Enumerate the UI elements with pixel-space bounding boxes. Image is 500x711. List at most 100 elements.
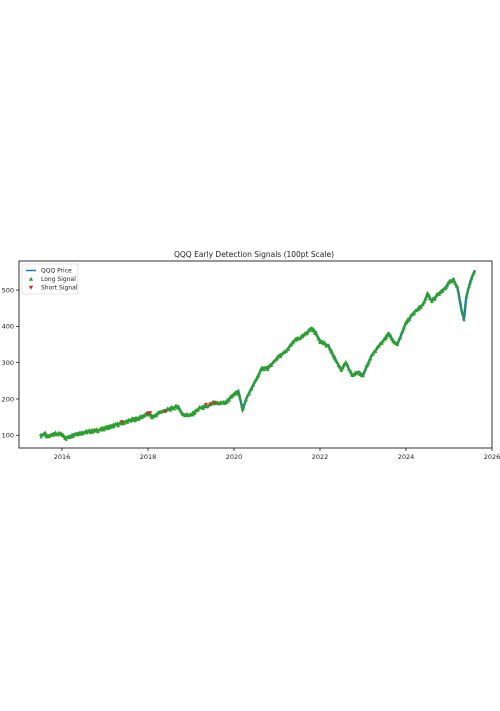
long-signal-marker: [260, 365, 264, 369]
long-signal-marker: [357, 370, 361, 374]
long-signal-marker: [298, 337, 303, 340]
y-tick-label: 400: [2, 323, 14, 331]
long-signal-marker: [464, 302, 468, 306]
long-signal-marker: [315, 335, 320, 339]
long-signal-marker: [390, 338, 394, 342]
long-signal-marker: [401, 330, 405, 334]
long-signal-marker: [363, 368, 367, 372]
long-signal-marker: [463, 311, 467, 315]
long-signal-marker: [417, 307, 421, 311]
long-signal-marker: [465, 295, 469, 299]
long-signal-marker: [133, 418, 138, 422]
long-signal-marker: [444, 285, 449, 289]
long-signal-marker: [327, 343, 331, 347]
long-signal-marker: [241, 408, 245, 412]
long-signal-marker: [452, 279, 456, 283]
long-signal-marker: [402, 326, 406, 330]
long-signal-marker: [137, 417, 142, 421]
long-signal-marker: [116, 424, 121, 428]
long-signal-marker: [243, 401, 247, 405]
long-signal-marker: [389, 333, 393, 337]
long-signal-marker: [62, 434, 66, 438]
long-signal-marker: [312, 327, 316, 331]
long-signal-marker: [168, 406, 172, 410]
long-signal-marker: [206, 405, 210, 409]
long-signal-marker: [441, 289, 445, 293]
long-signal-marker: [337, 362, 341, 366]
long-signal-marker: [177, 405, 181, 409]
long-signal-marker: [85, 431, 89, 435]
long-signal-marker: [170, 405, 174, 409]
long-signal-marker: [346, 364, 350, 367]
x-tick-label: 2024: [398, 453, 415, 461]
long-signal-marker: [427, 293, 431, 297]
long-signal-marker: [257, 372, 261, 376]
long-signal-marker: [336, 361, 340, 365]
long-signal-marker: [340, 368, 344, 372]
long-signal-marker: [61, 432, 65, 436]
long-signal-marker: [381, 339, 385, 343]
long-signal-marker: [252, 381, 256, 385]
long-signal-marker: [247, 392, 252, 396]
long-signal-marker: [257, 374, 261, 378]
long-signal-marker: [240, 404, 244, 408]
long-signal-marker: [397, 338, 401, 342]
long-signal-marker: [454, 282, 458, 286]
long-signal-marker: [361, 373, 366, 377]
y-tick-label: 500: [2, 286, 14, 294]
long-signal-marker: [295, 338, 299, 342]
legend-label: Short Signal: [41, 285, 78, 292]
long-signal-marker: [313, 332, 317, 335]
long-signal-marker: [267, 364, 271, 368]
x-tick-label: 2016: [54, 453, 71, 461]
long-signal-marker: [377, 344, 381, 348]
long-signal-marker: [201, 406, 206, 410]
long-signal-marker: [338, 366, 342, 370]
long-signal-marker: [459, 307, 464, 311]
long-signal-marker: [363, 366, 368, 370]
long-signal-marker: [238, 393, 242, 397]
chart-title: QQQ Early Detection Signals (100pt Scale…: [174, 250, 334, 259]
long-signal-marker: [270, 364, 274, 368]
long-signal-marker: [252, 383, 256, 387]
long-signal-marker: [369, 357, 373, 361]
long-signal-marker: [315, 333, 319, 337]
long-signal-marker: [347, 367, 352, 371]
long-signal-marker: [422, 300, 427, 304]
long-signal-marker: [302, 333, 306, 337]
long-signal-marker: [273, 359, 277, 363]
long-signal-marker: [279, 355, 283, 359]
long-signal-marker: [403, 323, 407, 327]
legend-down-triangle-swatch: [28, 285, 34, 290]
long-signal-marker: [105, 426, 109, 429]
long-signal-marker: [463, 306, 467, 309]
long-signal-marker: [469, 279, 473, 283]
long-signal-marker: [287, 347, 291, 351]
long-signal-marker: [424, 296, 428, 300]
legend-label: Long Signal: [41, 276, 76, 283]
long-signal-marker: [250, 386, 254, 390]
long-signal-marker: [470, 277, 474, 281]
long-signal-marker: [430, 300, 434, 304]
long-signal-marker: [468, 281, 472, 285]
long-signal-marker: [229, 395, 234, 399]
y-tick-label: 100: [2, 432, 14, 440]
long-signal-marker: [371, 352, 375, 356]
long-signal-marker: [291, 341, 295, 345]
long-signal-marker: [462, 318, 466, 322]
long-signal-marker: [353, 373, 357, 377]
long-signal-marker: [227, 398, 231, 402]
long-signal-marker: [64, 437, 68, 441]
long-signal-marker: [446, 284, 450, 288]
long-signal-marker: [290, 342, 294, 346]
long-signal-marker: [472, 269, 477, 273]
long-signal-marker: [87, 428, 92, 432]
long-signal-marker: [242, 405, 246, 409]
legend-label: QQQ Price: [41, 268, 72, 275]
long-signal-marker: [96, 430, 100, 434]
short-signal-marker: [208, 402, 213, 407]
long-signal-marker: [447, 281, 451, 285]
